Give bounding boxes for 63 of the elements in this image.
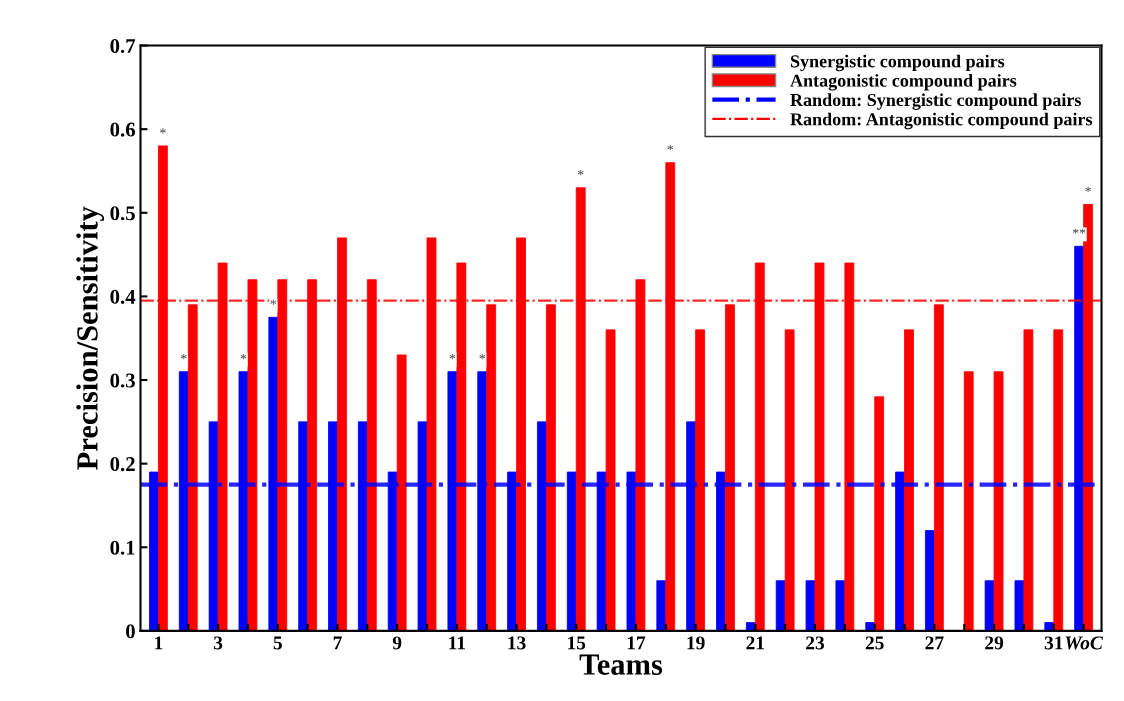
x-tick-label: 11 (449, 636, 466, 650)
x-tick-label: 31 (1044, 636, 1063, 650)
bar (545, 304, 556, 631)
x-tick-label: 1 (155, 636, 163, 650)
legend-label: Synergistic compound pairs (790, 54, 1005, 72)
data-label: * (667, 145, 674, 151)
x-tick-label: WoC (1065, 636, 1104, 650)
y-tick-label: 0.1 (110, 540, 135, 555)
bar (396, 354, 407, 631)
bar (904, 329, 914, 631)
bar (993, 371, 1004, 631)
bar (1023, 329, 1034, 631)
bar (656, 580, 667, 631)
bar (1014, 580, 1025, 631)
legend-label: Antagonistic compound pairs (790, 74, 1017, 91)
bar (874, 396, 885, 631)
bar (784, 329, 795, 631)
x-tick-label: 15 (568, 636, 586, 650)
y-tick-label: 0.3 (110, 373, 135, 388)
data-label: * (449, 354, 456, 360)
bar (963, 371, 974, 631)
x-tick-label: 19 (687, 636, 705, 650)
legend-label: Random: Antagonistic compound pairs (790, 112, 1093, 130)
x-tick-label: 5 (273, 636, 282, 650)
data-label: * (270, 299, 277, 305)
x-tick-label: 7 (333, 636, 342, 650)
bar (725, 304, 735, 631)
x-tick-label: 25 (865, 636, 884, 650)
y-tick-label: 0 (126, 624, 135, 639)
y-tick-label: 0.2 (110, 457, 135, 472)
data-label: * (577, 170, 584, 176)
bar (187, 304, 198, 631)
y-tick-label: 0.7 (110, 38, 136, 54)
data-label: * (479, 354, 486, 360)
x-tick-label: 29 (985, 636, 1004, 650)
data-label: * (240, 354, 247, 360)
x-tick-label: 17 (627, 636, 646, 650)
x-axis-title: Teams (579, 654, 663, 675)
bar (695, 329, 705, 631)
legend-label: Random: Synergistic compound pairs (790, 93, 1081, 110)
x-tick-label: 3 (213, 636, 223, 650)
y-tick-label: 0.6 (110, 122, 136, 137)
data-label: * (1085, 186, 1091, 192)
bar (605, 329, 616, 631)
bar (486, 304, 497, 631)
bar (925, 530, 935, 631)
x-tick-label: 23 (806, 636, 825, 650)
bar (1053, 329, 1064, 631)
data-label: * (160, 128, 166, 134)
y-tick-label: 0.5 (110, 206, 135, 221)
x-tick-label: 9 (392, 636, 402, 650)
x-tick-label: 21 (746, 636, 765, 650)
bar (933, 304, 944, 631)
x-tick-label: 13 (508, 636, 526, 650)
y-tick-label: 0.4 (110, 289, 136, 304)
y-axis-title: Precision/Sensitivity (76, 206, 105, 470)
bar (805, 580, 816, 631)
bar (984, 580, 995, 631)
data-label: * (180, 354, 187, 360)
data-label: ** (1072, 228, 1086, 234)
bar (775, 580, 786, 631)
x-tick-label: 27 (925, 636, 944, 650)
bar (835, 580, 846, 631)
